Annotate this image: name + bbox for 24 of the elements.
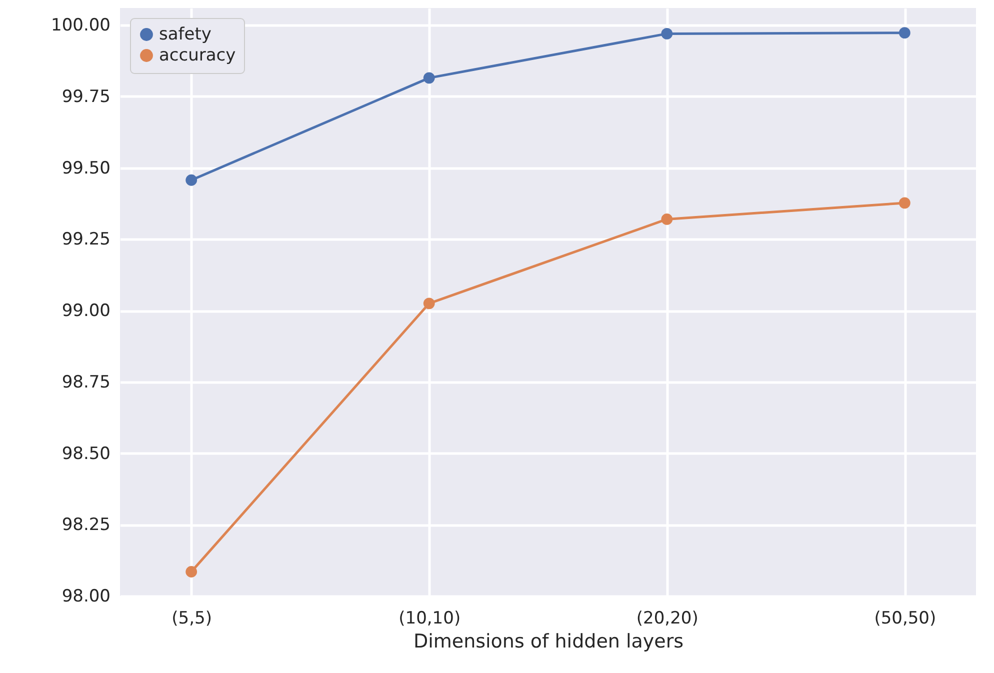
x-axis-title: Dimensions of hidden layers [413,630,684,652]
point [423,298,435,310]
y-tick-label: 98.25 [62,515,110,536]
y-tick-label: 98.75 [62,372,110,392]
point [186,566,198,578]
point [661,214,673,225]
point [186,174,198,186]
y-tick-label: 99.00 [62,301,110,322]
y-tick-label: 99.75 [62,86,110,107]
point [898,27,910,39]
y-tick-label: 98.00 [62,586,110,606]
x-tick-label: (5,5) [172,608,212,628]
point [423,72,435,84]
legend-label: accuracy [159,46,236,66]
point [898,197,910,209]
point [661,28,673,40]
x-tick-label: (50,50) [874,608,936,628]
y-tick-label: 99.50 [62,158,110,178]
y-tick-label: 99.25 [62,230,110,250]
y-tick-label: 98.50 [62,444,110,464]
legend-label: safety [159,24,212,44]
y-tick-label: 100.00 [51,16,110,36]
x-tick-label: (20,20) [636,608,698,628]
x-tick-label: (10,10) [398,608,461,628]
